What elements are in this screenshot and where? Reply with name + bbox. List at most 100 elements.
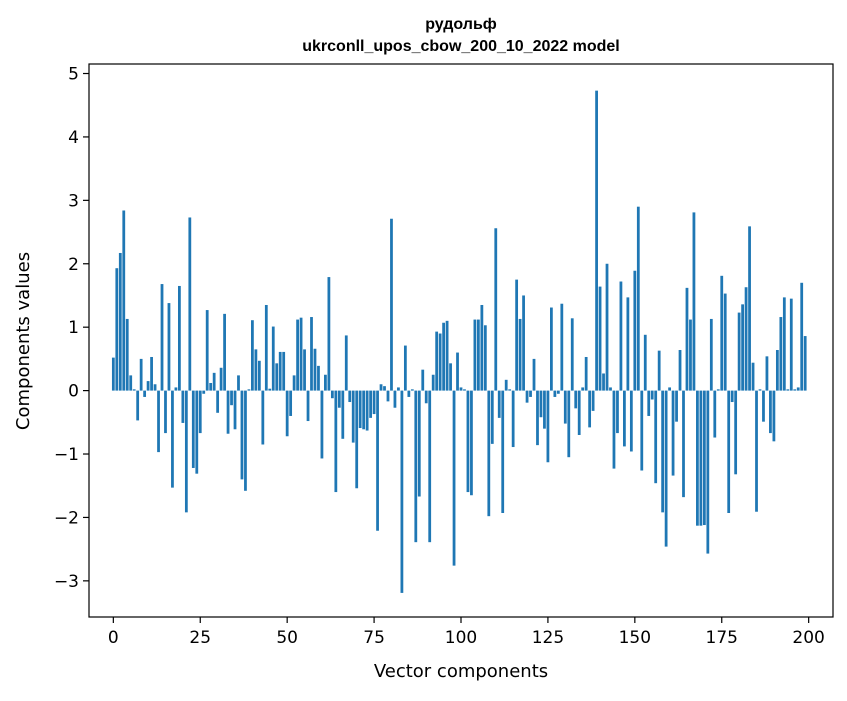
bar-60: [320, 390, 324, 459]
bar-126: [550, 307, 553, 391]
bar-38: [244, 390, 247, 491]
x-tick-label-200: 200: [792, 628, 824, 648]
bar-79: [386, 390, 390, 402]
bar-195: [789, 298, 793, 391]
bar-188: [765, 356, 769, 391]
bar-86: [410, 389, 414, 391]
chart-title-line-2: ukrconll_upos_cbow_200_10_2022 model: [302, 38, 619, 55]
bar-192: [779, 317, 783, 391]
y-tick-label-4: 4: [68, 128, 79, 148]
bar-81: [393, 390, 397, 408]
bar-43: [261, 390, 265, 445]
bar-84: [403, 345, 407, 391]
bar-28: [209, 382, 213, 391]
bar-168: [696, 390, 699, 526]
bar-18: [174, 387, 178, 391]
bar-169: [699, 390, 703, 526]
y-tick-label-2: 2: [68, 255, 79, 275]
bar-99: [456, 352, 459, 391]
bar-63: [330, 390, 334, 399]
bar-191: [775, 350, 779, 391]
bar-80: [390, 218, 393, 391]
bar-10: [146, 381, 150, 391]
bar-64: [334, 390, 338, 493]
bar-57: [310, 317, 313, 391]
x-tick-label-75: 75: [363, 628, 385, 648]
bar-133: [574, 390, 578, 409]
bar-68: [348, 390, 352, 403]
bar-142: [605, 263, 609, 391]
bar-134: [577, 390, 581, 435]
bar-187: [762, 390, 765, 422]
bar-65: [337, 390, 341, 408]
bar-121: [532, 358, 536, 391]
bar-21: [184, 390, 188, 513]
bar-6: [132, 389, 136, 391]
bars-group: [111, 90, 807, 593]
bar-88: [417, 390, 421, 497]
bar-109: [490, 390, 494, 444]
bar-5: [129, 375, 133, 391]
bar-69: [351, 390, 355, 443]
bar-117: [518, 318, 522, 391]
bar-44: [264, 304, 268, 391]
bar-160: [668, 387, 671, 391]
y-tick-label--1: −1: [54, 445, 79, 465]
bar-71: [358, 390, 362, 429]
bar-2: [118, 252, 122, 391]
bar-32: [223, 313, 226, 391]
bar-197: [796, 387, 800, 391]
bar-180: [737, 312, 741, 391]
bar-27: [205, 310, 209, 391]
bar-181: [741, 304, 744, 391]
bar-143: [609, 387, 612, 391]
bar-13: [157, 390, 160, 453]
bar-47: [275, 363, 279, 391]
bar-97: [449, 363, 452, 391]
bar-105: [476, 319, 480, 391]
bar-29: [212, 372, 216, 391]
bar-19: [178, 285, 181, 391]
bar-178: [730, 390, 734, 403]
bar-91: [428, 390, 432, 543]
bar-127: [553, 390, 557, 397]
bar-61: [324, 374, 327, 391]
chart-title-line-1: рудольф: [425, 16, 497, 33]
bar-137: [588, 390, 592, 428]
bar-55: [303, 349, 306, 391]
bar-22: [188, 217, 192, 391]
bar-77: [379, 384, 383, 391]
bar-128: [556, 390, 560, 394]
bar-164: [682, 390, 685, 498]
bar-122: [536, 390, 539, 446]
bar-193: [782, 297, 786, 391]
bar-11: [150, 356, 153, 391]
bar-174: [716, 389, 720, 391]
bar-163: [678, 350, 682, 391]
bar-140: [598, 286, 602, 391]
bar-130: [563, 390, 567, 424]
bar-184: [751, 362, 755, 391]
bar-52: [292, 375, 296, 391]
bar-59: [317, 365, 320, 391]
bar-185: [755, 390, 758, 512]
bar-35: [233, 390, 237, 430]
bar-123: [539, 390, 543, 418]
bar-96: [445, 320, 449, 391]
bar-141: [602, 373, 605, 391]
x-tick-label-150: 150: [619, 628, 651, 648]
bar-179: [734, 390, 738, 475]
bar-30: [216, 390, 220, 413]
bar-113: [504, 379, 508, 391]
bar-92: [431, 374, 435, 391]
bar-33: [226, 390, 230, 434]
bar-25: [198, 390, 202, 434]
bar-89: [421, 369, 425, 391]
bar-31: [219, 367, 223, 391]
bar-165: [685, 287, 689, 391]
bar-199: [803, 336, 807, 391]
bar-153: [643, 334, 647, 391]
bar-149: [629, 390, 633, 452]
bar-75: [372, 390, 376, 415]
